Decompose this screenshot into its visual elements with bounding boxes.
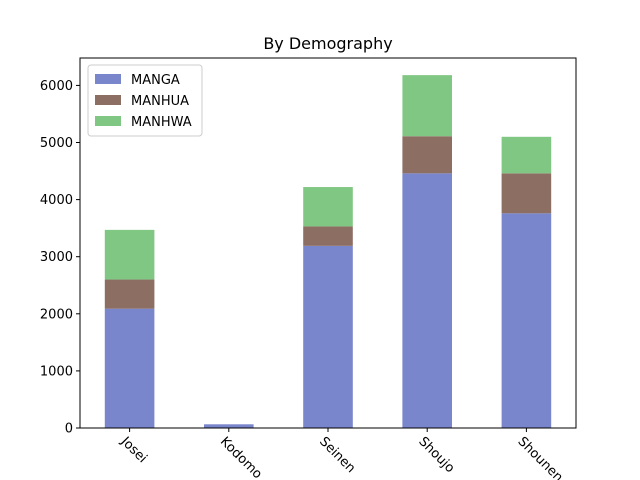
bar-manhwa-shoujo <box>402 75 452 137</box>
bar-manhwa-shounen <box>501 136 552 174</box>
bar-manhua-seinen <box>303 226 353 246</box>
bar-manhua-josei <box>104 279 155 309</box>
legend-label-manhua: MANHUA <box>131 94 189 109</box>
bar-manhwa-seinen <box>303 187 353 227</box>
legend: MANGA MANHUA MANHWA <box>87 64 203 137</box>
legend-label-manga: MANGA <box>131 73 180 88</box>
bar-manga-kodomo <box>204 424 254 428</box>
bar-manga-shoujo <box>402 173 452 428</box>
legend-label-manhwa: MANHWA <box>131 115 192 130</box>
bars-group <box>104 75 552 428</box>
y-tick-label: 5000 <box>40 136 73 151</box>
bar-manga-josei <box>104 308 155 428</box>
bar-manga-seinen <box>303 245 353 428</box>
y-tick-label: 1000 <box>40 364 73 379</box>
y-tick-label: 4000 <box>40 193 73 208</box>
bar-manhwa-josei <box>104 229 155 280</box>
y-tick-label: 2000 <box>40 307 73 322</box>
y-axis: 0 1000 2000 3000 4000 5000 6000 <box>40 79 80 437</box>
bar-manga-shounen <box>501 213 552 428</box>
bar-manhua-shounen <box>501 173 552 214</box>
legend-swatch-manga <box>95 74 121 84</box>
chart-title: By Demography <box>263 34 392 53</box>
plot-area-frame <box>79 57 577 429</box>
y-tick-label: 0 <box>65 422 73 437</box>
y-tick-label: 3000 <box>40 250 73 265</box>
y-tick-label: 6000 <box>40 79 73 94</box>
bar-manhua-shoujo <box>402 136 452 174</box>
legend-swatch-manhua <box>95 95 121 105</box>
legend-swatch-manhwa <box>95 116 121 126</box>
